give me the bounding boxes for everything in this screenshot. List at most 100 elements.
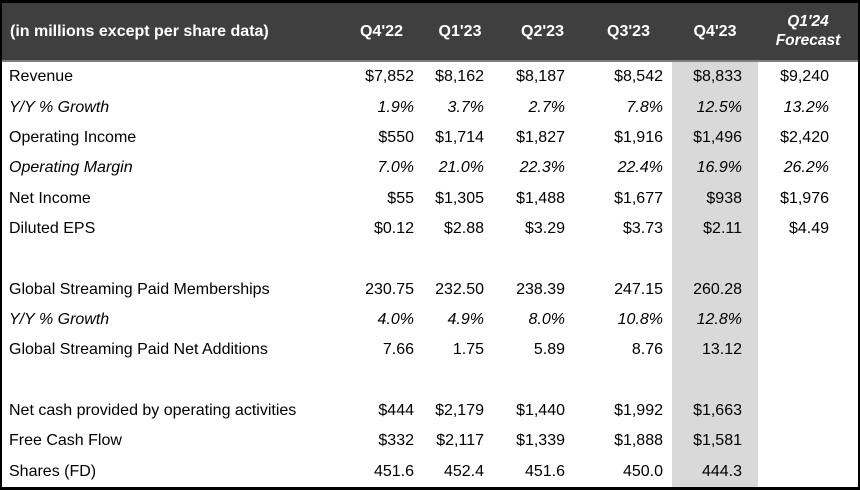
value-cell-highlighted: $938 xyxy=(672,183,758,214)
column-header-q1-24-forecast: Q1'24 Forecast xyxy=(758,13,858,50)
table-row: Shares (FD) 451.6 452.4 451.6 450.0 444.3 xyxy=(2,456,858,487)
value-cell-highlighted: 13.12 xyxy=(672,335,758,366)
row-label: Shares (FD) xyxy=(9,462,97,480)
value-cell: $1,305 xyxy=(435,189,484,207)
column-header-q1-23: Q1'23 xyxy=(438,22,482,40)
value-cell: $4.49 xyxy=(788,219,829,237)
value-cell: 22.4% xyxy=(617,159,663,177)
value-cell: 10.8% xyxy=(617,310,663,328)
value-cell: 26.2% xyxy=(783,159,829,177)
table-row: Operating Margin 7.0% 21.0% 22.3% 22.4% 16.9%… xyxy=(2,153,858,184)
unit-label: (in millions except per share data) xyxy=(10,22,269,40)
value-cell: $55 xyxy=(387,189,414,207)
value-cell: $7,852 xyxy=(365,68,414,86)
table-row: Revenue $7,852 $8,162 $8,187 $8,542 $8,833 $9,… xyxy=(2,62,858,93)
value-cell: 451.6 xyxy=(373,462,414,480)
value-cell: 452.4 xyxy=(443,462,484,480)
value-cell xyxy=(758,244,858,274)
value-cell: 238.39 xyxy=(516,280,565,298)
value-cell: 1.75 xyxy=(452,341,484,359)
row-label xyxy=(2,244,343,274)
value-cell: $2,117 xyxy=(436,432,484,450)
row-label: Y/Y % Growth xyxy=(9,98,110,116)
value-cell-highlighted xyxy=(672,244,758,275)
table-row: Net cash provided by operating activitie… xyxy=(2,395,858,427)
value-cell xyxy=(343,365,420,395)
value-cell xyxy=(758,365,858,395)
value-cell: 13.2% xyxy=(783,98,829,116)
value-cell: $3.73 xyxy=(622,219,663,237)
value-cell: $3.29 xyxy=(524,219,565,237)
column-header-q2-23: Q2'23 xyxy=(521,22,564,40)
row-label: Global Streaming Paid Net Additions xyxy=(9,341,268,359)
value-cell: $2,420 xyxy=(780,128,829,146)
row-label xyxy=(2,365,343,395)
value-cell: $1,339 xyxy=(516,432,565,450)
value-cell xyxy=(420,365,500,395)
value-cell: 22.3% xyxy=(519,159,565,177)
value-cell: 4.9% xyxy=(447,310,484,328)
value-cell: $1,888 xyxy=(614,432,663,450)
value-cell-highlighted: 12.8% xyxy=(672,304,758,336)
value-cell: $1,440 xyxy=(516,401,565,419)
value-cell: 3.7% xyxy=(447,98,484,116)
value-cell: $1,677 xyxy=(614,189,663,207)
value-cell xyxy=(758,335,858,365)
value-cell-highlighted xyxy=(672,365,758,396)
value-cell: $8,187 xyxy=(516,68,565,86)
value-cell-highlighted: $1,581 xyxy=(672,426,758,457)
table-row: Operating Income $550 $1,714 $1,827 $1,916 $1… xyxy=(2,122,858,154)
value-cell: $9,240 xyxy=(780,68,829,86)
value-cell: $444 xyxy=(378,401,414,419)
forecast-header-line1: Q1'24 xyxy=(787,12,829,30)
value-cell: 451.6 xyxy=(524,462,565,480)
table-row: Y/Y % Growth 4.0% 4.9% 8.0% 10.8% 12.8% xyxy=(2,304,858,336)
value-cell xyxy=(758,305,858,335)
table-header-row: (in millions except per share data) Q4'2… xyxy=(2,3,858,62)
value-cell xyxy=(758,426,858,456)
value-cell: 7.66 xyxy=(382,341,414,359)
value-cell xyxy=(585,244,672,274)
row-label: Global Streaming Paid Memberships xyxy=(9,280,270,298)
value-cell: $332 xyxy=(378,432,414,450)
value-cell: $1,714 xyxy=(435,128,484,146)
column-header-q3-23: Q3'23 xyxy=(607,22,650,40)
value-cell xyxy=(500,365,585,395)
value-cell-highlighted: 16.9% xyxy=(672,153,758,184)
value-cell xyxy=(758,456,858,486)
value-cell: 7.0% xyxy=(377,159,414,177)
forecast-header-line2: Forecast xyxy=(775,31,841,49)
value-cell xyxy=(758,396,858,426)
value-cell: $2,179 xyxy=(435,401,484,419)
value-cell-highlighted: $8,833 xyxy=(672,62,758,93)
row-label: Operating Margin xyxy=(9,159,133,177)
table-row: Global Streaming Paid Net Additions 7.66 1… xyxy=(2,335,858,366)
table-body: Revenue $7,852 $8,162 $8,187 $8,542 $8,833 $9,… xyxy=(2,62,858,487)
row-label: Free Cash Flow xyxy=(9,432,122,450)
spacer-row xyxy=(2,244,858,275)
value-cell: $1,827 xyxy=(516,128,565,146)
value-cell: $1,976 xyxy=(780,189,829,207)
column-header-q4-22: Q4'22 xyxy=(360,22,403,40)
value-cell: 2.7% xyxy=(528,98,565,116)
row-label: Operating Income xyxy=(9,128,137,146)
value-cell xyxy=(343,244,420,274)
row-label: Diluted EPS xyxy=(9,219,96,237)
value-cell-highlighted: 260.28 xyxy=(672,274,758,305)
value-cell: $1,992 xyxy=(614,401,663,419)
table-row: Free Cash Flow $332 $2,117 $1,339 $1,888 $1,5… xyxy=(2,426,858,457)
value-cell: $1,916 xyxy=(614,128,663,146)
table-row: Global Streaming Paid Memberships 230.75 2… xyxy=(2,274,858,305)
value-cell: $0.12 xyxy=(373,219,414,237)
value-cell-highlighted: $1,496 xyxy=(672,122,758,154)
value-cell-highlighted: 12.5% xyxy=(672,92,758,123)
table-row: Y/Y % Growth 1.9% 3.7% 2.7% 7.8% 12.5% 13.2% xyxy=(2,92,858,123)
row-label: Y/Y % Growth xyxy=(9,310,110,328)
value-cell-highlighted: $1,663 xyxy=(672,395,758,427)
table-row: Net Income $55 $1,305 $1,488 $1,677 $938 $1,97… xyxy=(2,183,858,214)
value-cell: 230.75 xyxy=(365,280,414,298)
row-label: Net Income xyxy=(9,189,91,207)
value-cell: 247.15 xyxy=(614,280,663,298)
table-row: Diluted EPS $0.12 $2.88 $3.29 $3.73 $2.11 $4.4… xyxy=(2,213,858,245)
